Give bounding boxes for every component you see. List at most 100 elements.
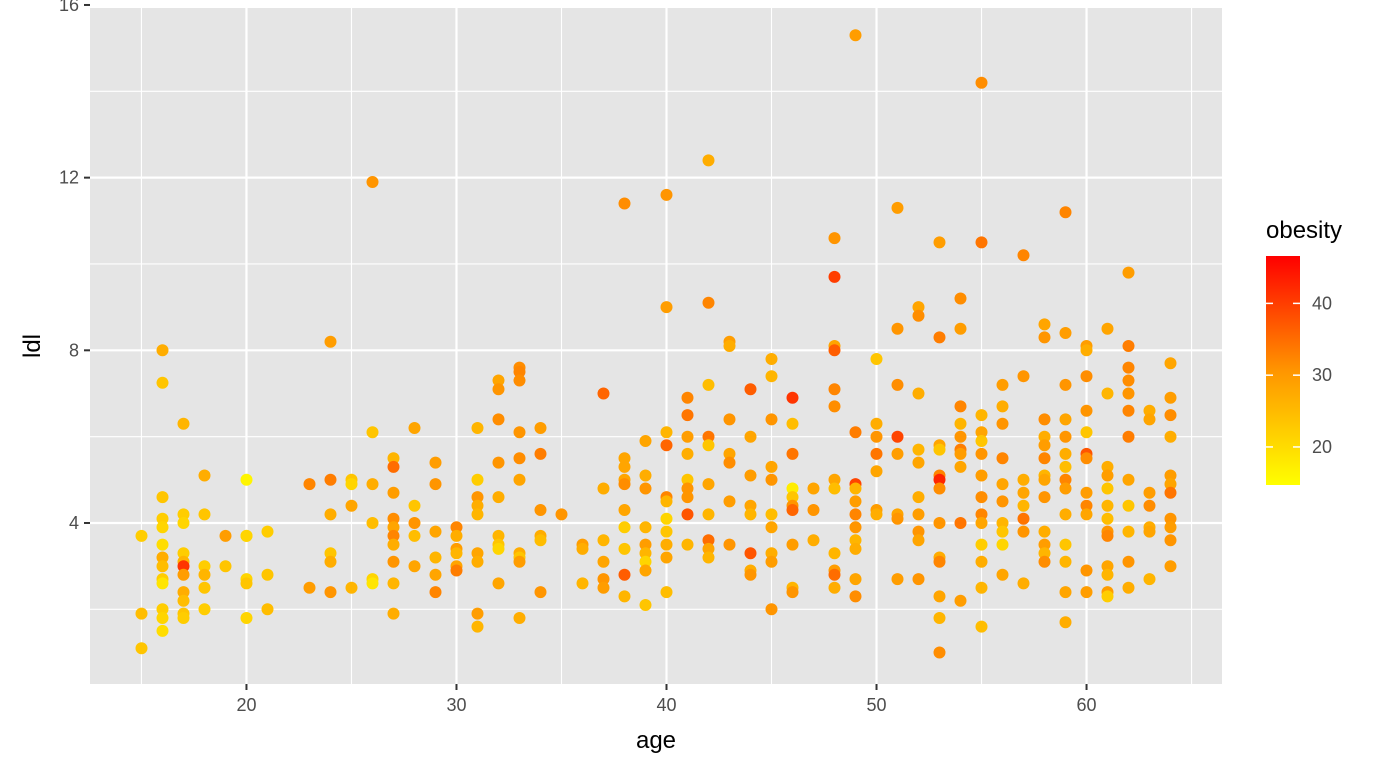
data-point [198,508,211,521]
data-point [1038,439,1051,452]
data-point [1059,473,1072,486]
data-point [975,620,988,633]
grid-minor [90,8,1222,684]
data-point [681,473,694,486]
data-point [660,551,673,564]
data-point [1143,486,1156,499]
data-point [1143,404,1156,417]
data-point [618,460,631,473]
data-point [1017,473,1030,486]
data-point [975,447,988,460]
data-point [429,456,442,469]
data-point [597,573,610,586]
data-point [702,296,715,309]
data-point [1143,413,1156,426]
data-point [597,534,610,547]
data-point [471,620,484,633]
data-point [681,538,694,551]
data-point [450,529,463,542]
data-point [387,460,400,473]
data-point [954,400,967,413]
data-point [366,577,379,590]
data-point [177,417,190,430]
data-point [1080,404,1093,417]
data-point [429,478,442,491]
data-point [135,529,148,542]
data-point [933,443,946,456]
data-point [1080,370,1093,383]
data-point [492,491,505,504]
data-point [1101,560,1114,573]
data-point [933,473,946,486]
data-point [786,538,799,551]
data-point [1038,452,1051,465]
data-point [597,555,610,568]
data-point [1164,486,1177,499]
data-point [765,603,778,616]
data-point [429,525,442,538]
data-point [198,581,211,594]
data-point [1059,206,1072,219]
data-point [156,560,169,573]
data-point [1143,573,1156,586]
data-point [1122,581,1135,594]
data-point [1122,387,1135,400]
data-point [912,525,925,538]
data-point [1164,409,1177,422]
data-point [702,508,715,521]
data-point [954,322,967,335]
data-point [345,478,358,491]
data-point [786,482,799,495]
data-point [345,581,358,594]
data-point [576,542,589,555]
data-point [765,460,778,473]
data-point [765,413,778,426]
data-point [177,612,190,624]
grid-major [90,3,1222,684]
data-point [639,482,652,495]
data-point [324,555,337,568]
data-point [1080,499,1093,512]
data-point [1059,460,1072,473]
data-point [408,422,421,434]
data-point [639,599,652,611]
data-point [198,560,211,573]
x-tick-label: 50 [867,695,887,715]
data-point [1143,499,1156,512]
data-point [681,430,694,443]
data-point [975,409,988,422]
y-tick-label: 8 [69,340,79,360]
data-point [1059,555,1072,568]
data-point [1101,469,1114,482]
data-point [492,374,505,387]
data-point [786,586,799,599]
data-point [891,447,904,460]
data-point [933,236,946,249]
data-point [828,473,841,486]
data-point [807,534,820,547]
data-point [975,426,988,439]
data-point [471,491,484,504]
data-point [660,512,673,525]
data-point [765,555,778,568]
data-point [660,538,673,551]
data-point [702,534,715,547]
data-point [1038,525,1051,538]
data-point [366,478,379,491]
data-point [618,478,631,491]
data-point [1038,538,1051,551]
data-point [324,586,337,599]
data-point [1122,499,1135,512]
data-point [366,176,379,188]
data-point [828,482,841,495]
data-point [996,378,1009,391]
data-point [828,270,841,283]
legend-tick-label: 20 [1312,437,1332,457]
data-point [639,538,652,551]
data-point [1164,469,1177,482]
data-point [1038,547,1051,560]
data-point [1038,430,1051,443]
data-point [1101,482,1114,495]
data-point [597,581,610,594]
